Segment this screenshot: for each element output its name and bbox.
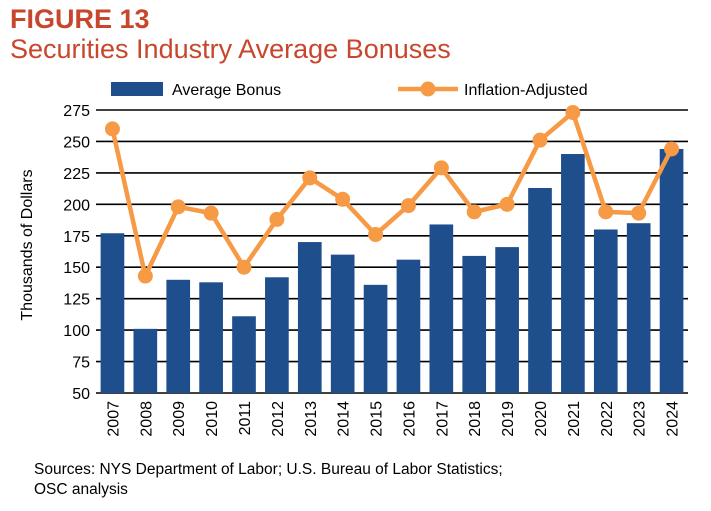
x-tick-label: 2022 bbox=[599, 401, 616, 437]
figure-title: Securities Industry Average Bonuses bbox=[10, 34, 451, 64]
y-axis-ticks: 50 75 100 125 150 175 200 225 250 275 bbox=[63, 103, 90, 403]
y-tick-label: 100 bbox=[63, 323, 90, 340]
x-tick-label: 2015 bbox=[369, 401, 386, 437]
point-2011 bbox=[236, 259, 252, 275]
bar-2019 bbox=[495, 247, 519, 393]
x-tick-label: 2013 bbox=[303, 401, 320, 437]
bar-2010 bbox=[199, 282, 223, 393]
bar-2012 bbox=[265, 277, 289, 393]
bar-2009 bbox=[166, 279, 191, 393]
x-tick-label: 2008 bbox=[138, 401, 155, 437]
bar-2014 bbox=[330, 254, 355, 393]
point-2010 bbox=[203, 205, 219, 221]
bar-2021 bbox=[561, 154, 585, 393]
x-tick-label: 2018 bbox=[467, 401, 484, 437]
x-tick-label: 2016 bbox=[401, 401, 418, 437]
x-tick-label: 2020 bbox=[533, 401, 550, 437]
figure-label: FIGURE 13 bbox=[10, 4, 150, 34]
x-tick-label: 2017 bbox=[434, 401, 451, 437]
point-2018 bbox=[466, 204, 482, 220]
point-2016 bbox=[400, 198, 416, 214]
bar-2022 bbox=[593, 229, 618, 393]
point-2007 bbox=[104, 121, 120, 137]
y-tick-label: 200 bbox=[63, 197, 90, 214]
sources-line-1: Sources: NYS Department of Labor; U.S. B… bbox=[34, 461, 503, 478]
x-tick-label: 2019 bbox=[500, 401, 517, 437]
bar-2008 bbox=[133, 328, 158, 393]
point-2013 bbox=[302, 170, 318, 186]
point-2009 bbox=[170, 199, 186, 215]
legend-swatch-marker bbox=[420, 81, 436, 97]
gridlines bbox=[96, 109, 688, 394]
point-2019 bbox=[499, 196, 515, 212]
point-2014 bbox=[335, 191, 351, 207]
y-axis-label: Thousands of Dollars bbox=[19, 169, 36, 320]
x-tick-label: 2014 bbox=[336, 401, 353, 437]
point-2021 bbox=[565, 105, 581, 121]
y-tick-label: 75 bbox=[72, 355, 90, 372]
x-tick-label: 2012 bbox=[270, 401, 287, 437]
y-tick-label: 175 bbox=[63, 229, 90, 246]
point-2023 bbox=[631, 205, 647, 221]
y-tick-label: 225 bbox=[63, 166, 90, 183]
y-tick-label: 125 bbox=[63, 292, 90, 309]
inflation-adjusted-line bbox=[110, 110, 674, 279]
x-tick-label: 2009 bbox=[171, 401, 188, 437]
bar-2011 bbox=[232, 316, 256, 393]
point-2022 bbox=[598, 204, 614, 220]
bar-2013 bbox=[297, 242, 322, 393]
legend-label-inflation-adjusted: Inflation-Adjusted bbox=[464, 82, 588, 99]
y-tick-label: 250 bbox=[63, 134, 90, 151]
bar-2023 bbox=[626, 223, 651, 393]
point-2017 bbox=[433, 160, 449, 176]
bar-2017 bbox=[429, 224, 454, 393]
bar-2020 bbox=[528, 187, 552, 393]
y-tick-label: 150 bbox=[63, 260, 90, 277]
legend-label-average-bonus: Average Bonus bbox=[172, 82, 281, 99]
x-tick-label: 2021 bbox=[566, 401, 583, 437]
line-series-inflation-adjusted bbox=[104, 105, 680, 284]
point-2015 bbox=[368, 227, 384, 243]
bar-series-average-bonus bbox=[100, 148, 684, 393]
bar-2024 bbox=[659, 148, 684, 393]
point-2012 bbox=[269, 211, 285, 227]
bar-2015 bbox=[363, 284, 388, 393]
x-tick-label: 2010 bbox=[204, 401, 221, 437]
x-tick-label: 2024 bbox=[665, 401, 682, 437]
point-2020 bbox=[532, 132, 548, 148]
sources-line-2: OSC analysis bbox=[34, 481, 128, 498]
point-2024 bbox=[664, 141, 680, 157]
x-tick-label: 2011 bbox=[237, 401, 254, 436]
sources-note: Sources: NYS Department of Labor; U.S. B… bbox=[34, 460, 503, 500]
x-axis-ticks: 2007 2008 2009 2010 2011 2012 2013 2014 2015 2016… bbox=[105, 401, 681, 437]
x-tick-label: 2007 bbox=[105, 401, 122, 437]
bar-2018 bbox=[462, 255, 487, 393]
y-tick-label: 275 bbox=[63, 103, 90, 120]
legend: Average Bonus Inflation-Adjusted bbox=[111, 81, 588, 99]
legend-swatch-bar bbox=[111, 82, 163, 96]
bar-2016 bbox=[396, 259, 421, 393]
y-tick-label: 50 bbox=[72, 386, 90, 403]
bar-2007 bbox=[100, 233, 125, 393]
point-2008 bbox=[137, 268, 153, 284]
x-tick-label: 2023 bbox=[632, 401, 649, 437]
